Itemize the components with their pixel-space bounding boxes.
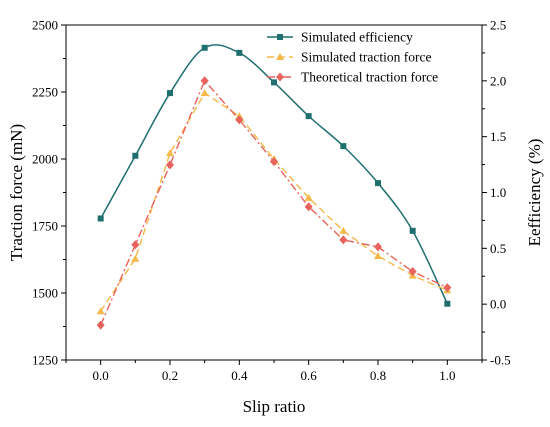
data-point (166, 160, 174, 170)
data-point (201, 44, 208, 51)
y-right-tick-label: -0.5 (490, 353, 511, 368)
x-tick-label: 0.6 (301, 368, 318, 383)
data-point (339, 226, 348, 234)
legend-label: Simulated efficiency (301, 30, 413, 45)
y-right-tick-label: 0.5 (490, 241, 506, 256)
data-point (304, 193, 313, 201)
data-point (132, 152, 139, 159)
legend-item: Simulated efficiency (267, 30, 413, 45)
x-tick-label: 0.0 (93, 368, 109, 383)
x-tick-label: 0.4 (231, 368, 248, 383)
data-point (374, 242, 382, 252)
series-1 (97, 44, 451, 307)
data-point (374, 252, 382, 260)
legend-label: Simulated traction force (301, 50, 431, 65)
legend-item: Theoretical traction force (267, 70, 438, 85)
legend-marker-swatch (277, 34, 283, 40)
data-point (97, 215, 104, 222)
data-point (166, 149, 174, 157)
data-point (200, 76, 209, 86)
legend-marker-swatch (276, 53, 284, 60)
data-point (340, 143, 347, 150)
data-point (96, 320, 105, 330)
y-right-tick-label: 2.0 (490, 73, 506, 88)
y-left-tick-label: 1500 (32, 286, 58, 301)
y-left-tick-label: 2500 (32, 18, 58, 33)
data-point (270, 157, 278, 167)
y-right-tick-label: 1.0 (490, 185, 506, 200)
data-point (409, 227, 416, 234)
x-tick-label: 1.0 (439, 368, 455, 383)
x-tick-label: 0.2 (162, 368, 178, 383)
data-point (375, 180, 381, 187)
data-point (304, 202, 313, 212)
y-right-tick-label: 2.5 (490, 18, 506, 33)
series-line (100, 79, 448, 326)
data-point (236, 49, 243, 56)
data-point (443, 283, 452, 293)
legend-label: Theoretical traction force (301, 70, 438, 85)
y-left-tick-label: 2250 (32, 85, 58, 100)
x-axis-title: Slip ratio (243, 397, 306, 416)
data-point (408, 267, 417, 277)
series-3 (96, 76, 452, 330)
y-right-axis-title: Eefficiency (%) (525, 139, 544, 247)
data-point (131, 240, 140, 250)
legend-layer: Simulated efficiency Simulated traction f… (267, 30, 438, 85)
data-point (271, 79, 277, 86)
legend-item: Simulated traction force (267, 50, 431, 65)
data-point (444, 300, 451, 307)
y-left-tick-label: 2000 (32, 152, 58, 167)
series-2 (96, 89, 452, 315)
axes-layer: 0.0 0.2 0.4 0.6 0.8 1.0 1250 1500 1750 2000 2250 25… (32, 18, 511, 384)
data-point (167, 90, 173, 97)
y-left-tick-label: 1250 (32, 353, 58, 368)
y-left-axis-title: Traction force (mN) (7, 124, 26, 261)
series-layer (96, 44, 452, 330)
data-point (200, 89, 209, 97)
y-right-tick-label: 1.5 (490, 129, 506, 144)
x-tick-label: 0.8 (370, 368, 386, 383)
y-right-tick-label: 0.0 (490, 297, 506, 312)
data-point (235, 115, 244, 125)
data-point (131, 254, 140, 262)
data-point (96, 307, 105, 315)
y-left-tick-label: 1750 (32, 219, 58, 234)
data-point (305, 113, 312, 120)
data-point (339, 235, 348, 245)
legend-marker-swatch (276, 72, 284, 82)
series-line (100, 92, 448, 312)
